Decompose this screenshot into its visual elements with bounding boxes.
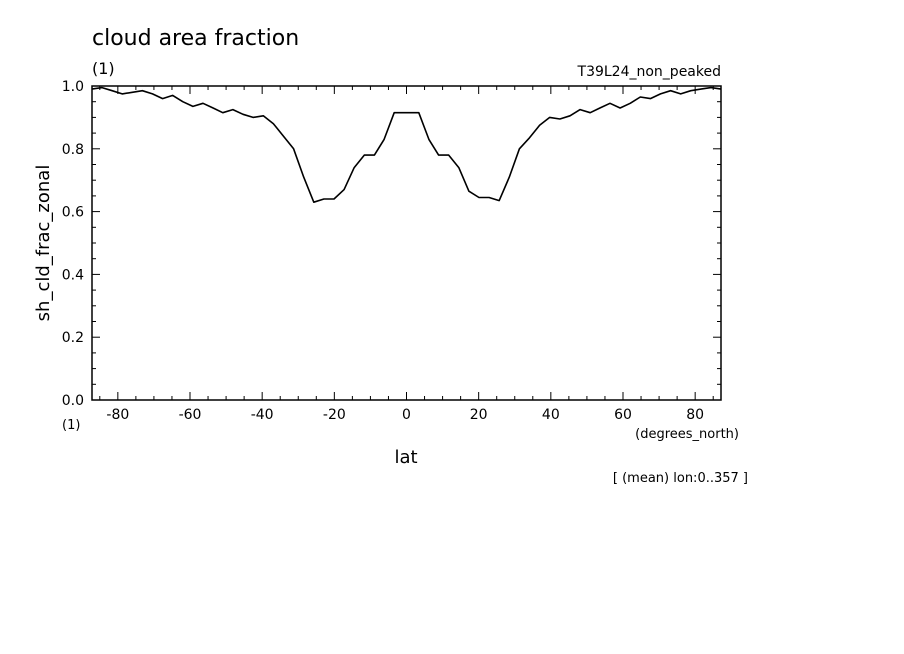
- x-tick-label: -20: [323, 407, 346, 423]
- y-tick-label: 0.2: [62, 330, 84, 346]
- y-tick-label: 0.4: [62, 267, 84, 283]
- x-tick-label: 40: [542, 407, 560, 423]
- footnote: [ (mean) lon:0..357 ]: [613, 471, 748, 486]
- y-tick-label: 0.0: [62, 393, 84, 409]
- chart-title: cloud area fraction: [92, 26, 299, 51]
- y-tick-label: 0.8: [62, 142, 84, 158]
- y-tick-label: 1.0: [62, 79, 84, 95]
- experiment-label: T39L24_non_peaked: [577, 64, 721, 80]
- series-line: [91, 86, 722, 203]
- plot-frame: [91, 85, 722, 401]
- x-tick-label: -60: [179, 407, 202, 423]
- y-axis-label: sh_cld_frac_zonal: [33, 165, 54, 322]
- y-tick-label: 0.6: [62, 205, 84, 221]
- y-axis-units: (1): [62, 418, 80, 433]
- x-axis-label: lat: [394, 447, 417, 468]
- axis-ticks: [92, 85, 721, 401]
- x-tick-label: 20: [470, 407, 488, 423]
- x-tick-label: 0: [402, 407, 411, 423]
- x-tick-label: 60: [614, 407, 632, 423]
- y-tick-labels: 0.0 0.2 0.4 0.6 0.8 1.0: [62, 79, 84, 409]
- x-tick-label: -80: [106, 407, 129, 423]
- x-tick-label: 80: [686, 407, 704, 423]
- x-axis-units: (degrees_north): [635, 427, 739, 442]
- title-units: (1): [92, 59, 115, 78]
- x-tick-labels: -80 -60 -40 -20 0 20 40 60 80: [106, 407, 704, 423]
- x-tick-label: -40: [251, 407, 274, 423]
